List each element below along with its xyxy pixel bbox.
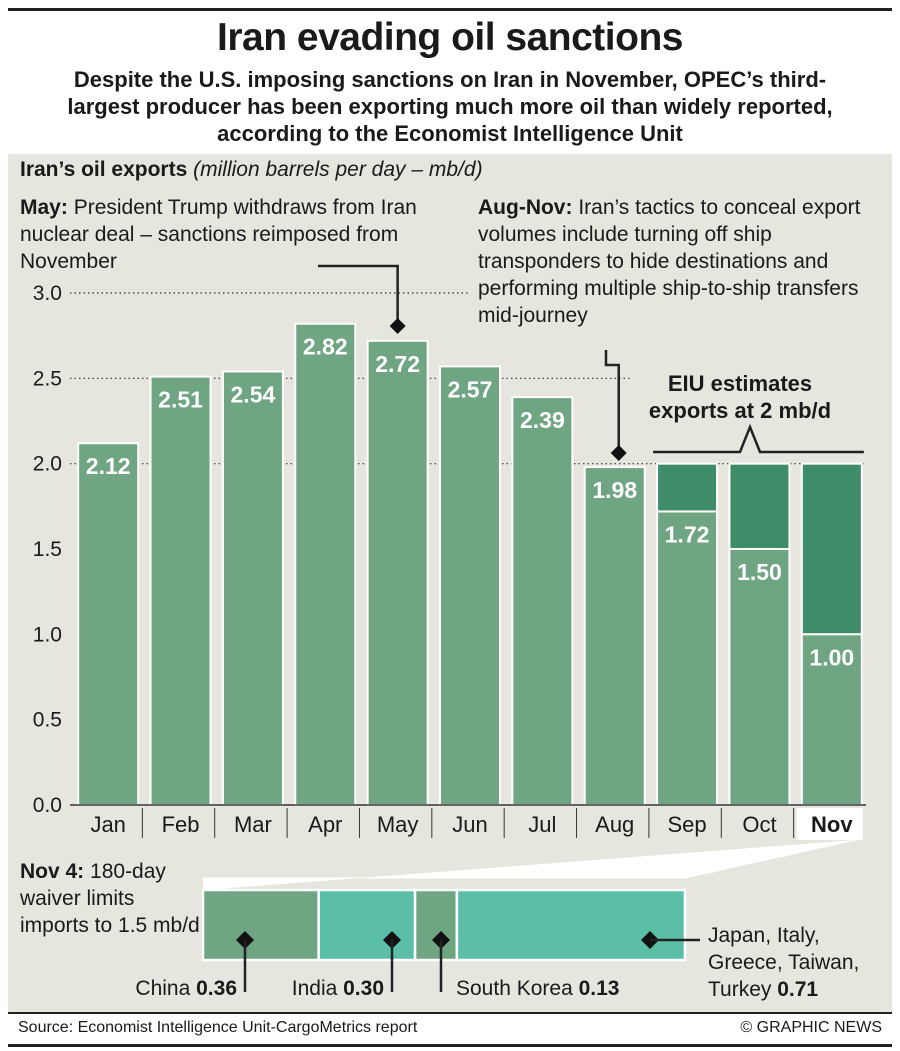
segment-label-name: India [292,977,343,1000]
may-annotation: May: President Trump withdraws from Iran… [20,194,420,275]
segment-label: China 0.36 [135,977,237,1000]
bar [728,548,791,806]
segment-label-value: 0.36 [196,977,237,1000]
x-category-label: May [377,812,419,837]
eiu-annotation: EIU estimates exports at 2 mb/d [648,371,832,423]
bar-value-label: 1.00 [809,644,854,670]
bar-value-label: 2.57 [448,376,493,402]
bar [800,633,863,806]
eiu-bracket [653,423,864,454]
may-diamond-marker [389,318,406,334]
segment-label-name: South Korea [456,977,579,1000]
augnov-annotation-text: Iran’s tactics to conceal export volumes… [478,196,861,327]
segment-label: Turkey 0.71 [708,978,818,1001]
x-category-label: Sep [668,812,707,837]
bar-value-label: 2.12 [86,453,131,479]
x-category-label: Jun [452,812,487,837]
segment-label-name: China [135,977,196,1000]
bar [149,375,212,806]
bar-value-label: 2.39 [520,407,565,433]
chart-heading-bold: Iran’s oil exports [20,158,188,181]
import-segment [455,888,687,962]
import-segment [413,888,459,962]
x-category-label: Feb [162,812,200,837]
credit-text: © GRAPHIC NEWS [740,1019,882,1036]
estimate-segment [728,462,791,550]
top-rule [8,8,892,11]
bar-value-label: 2.82 [303,334,348,360]
bar-value-label: 1.72 [665,521,710,547]
x-category-label: Mar [234,812,272,837]
segment-label: Greece, Taiwan, [708,951,859,974]
x-category-label: Jul [528,812,556,837]
estimate-segment [656,462,719,513]
bar-value-label: 2.54 [231,382,276,408]
bar [583,466,646,806]
segment-label-name: Turkey [708,978,777,1001]
y-tick-label: 2.0 [33,453,62,476]
segment-label-value: 0.71 [777,978,818,1001]
estimate-segment [800,462,863,636]
nov4-annotation-text: 180-day waiver limits imports to 1.5 mb/… [20,860,200,937]
x-category-label: Aug [595,812,634,837]
augnov-annotation: Aug-Nov: Iran’s tactics to conceal expor… [478,194,873,329]
segment-label: Japan, Italy, [708,924,820,947]
may-leader [318,264,399,322]
may-annotation-bold: May: [20,196,68,219]
chart-heading: Iran’s oil exports (million barrels per … [20,158,483,182]
nov-callout-edge [203,839,856,879]
bar [221,370,284,806]
import-segment [317,888,417,962]
y-tick-label: 1.0 [33,623,62,646]
segment-label-value: 0.30 [343,977,384,1000]
y-tick-label: 3.0 [33,282,62,305]
segment-label: India 0.30 [292,977,384,1000]
may-annotation-text: President Trump withdraws from Iran nucl… [20,196,417,273]
y-tick-label: 1.5 [33,538,62,561]
y-tick-label: 2.5 [33,367,62,390]
bar-value-label: 2.51 [158,387,203,413]
chart-heading-unit: (million barrels per day – mb/d) [193,158,483,181]
footer: Source: Economist Intelligence Unit-Carg… [8,1012,892,1047]
nov4-annotation: Nov 4: 180-day waiver limits imports to … [20,858,200,939]
chart-subtitle: Despite the U.S. imposing sanctions on I… [67,67,833,146]
segment-label-name: Japan, Italy, [708,924,820,947]
chart-title: Iran evading oil sanctions [217,16,683,59]
y-tick-label: 0.5 [33,709,62,732]
x-category-label: Nov [811,812,853,837]
bar-value-label: 1.50 [737,559,782,585]
bar-value-label: 1.98 [592,477,637,503]
nov4-annotation-bold: Nov 4: [20,860,85,883]
augnov-annotation-bold: Aug-Nov: [478,196,573,219]
bar [366,339,429,806]
bar [77,442,140,806]
bar [439,365,501,806]
segment-label-name: Greece, Taiwan, [708,951,859,974]
x-category-label: Apr [308,812,342,837]
segment-label-value: 0.13 [579,977,620,1000]
segment-label: South Korea 0.13 [456,977,619,1000]
nov-callout-wedge [203,840,856,890]
highlight-category-box [796,808,863,840]
x-category-label: Jan [90,812,125,837]
aug-leader [604,350,620,448]
bar-value-label: 2.72 [375,351,420,377]
import-segment [201,888,320,962]
x-category-label: Oct [742,812,776,837]
bar [656,510,719,806]
y-tick-label: 0.0 [33,794,62,817]
bar [294,322,357,806]
source-text: Source: Economist Intelligence Unit-Carg… [18,1019,418,1036]
bar [511,396,574,806]
aug-diamond-marker [610,445,627,461]
